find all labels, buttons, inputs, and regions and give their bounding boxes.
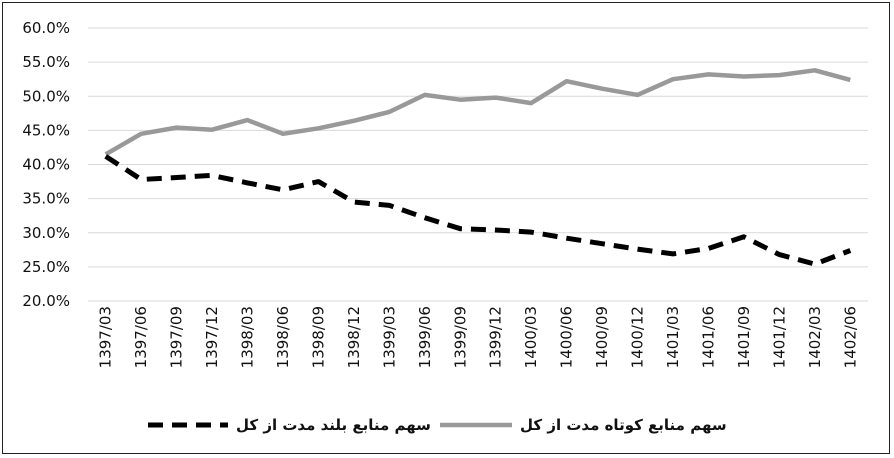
series-line-long-term	[104, 154, 852, 267]
x-tick-label: 1400/06	[558, 306, 576, 368]
legend-label-long-term: سهم منابع بلند مدت از کل	[236, 416, 431, 434]
x-tick-label: 1399/12	[487, 306, 505, 368]
x-tick-label: 1398/03	[239, 306, 257, 368]
gridlines	[88, 27, 868, 302]
x-tick-label: 1401/09	[735, 306, 753, 368]
x-tick-label: 1399/06	[416, 306, 434, 368]
y-tick-label: 50.0%	[22, 87, 70, 105]
x-axis-tick-labels: 1397/03 1397/06 1397/09 1397/12 1398/03 1398/…	[97, 306, 860, 368]
y-tick-label: 20.0%	[22, 292, 70, 310]
x-tick-label: 1398/09	[309, 306, 327, 368]
x-tick-label: 1397/12	[203, 306, 221, 368]
y-tick-label: 45.0%	[22, 121, 70, 139]
x-tick-label: 1401/06	[699, 306, 717, 368]
y-tick-label: 55.0%	[22, 53, 70, 71]
y-axis-tick-labels: 20.0% 25.0% 30.0% 35.0% 40.0% 45.0% 50.0% 55.0%…	[22, 19, 70, 310]
y-tick-label: 30.0%	[22, 224, 70, 242]
x-tick-label: 1398/06	[274, 306, 292, 368]
y-tick-label: 40.0%	[22, 156, 70, 174]
y-tick-label: 35.0%	[22, 190, 70, 208]
x-tick-label: 1400/12	[629, 306, 647, 368]
x-tick-label: 1397/06	[132, 306, 150, 368]
x-tick-label: 1400/09	[593, 306, 611, 368]
series-line-short-term	[104, 68, 851, 157]
legend: سهم منابع بلند مدت از کل سهم منابع کوتاه…	[148, 416, 727, 434]
x-tick-label: 1397/03	[97, 306, 115, 368]
x-tick-label: 1401/03	[664, 306, 682, 368]
x-tick-label: 1399/09	[451, 306, 469, 368]
legend-label-short-term: سهم منابع کوتاه مدت از کل	[520, 416, 727, 434]
x-tick-label: 1397/09	[168, 306, 186, 368]
y-tick-label: 60.0%	[22, 19, 70, 37]
x-tick-label: 1399/03	[380, 306, 398, 368]
x-tick-label: 1398/12	[345, 306, 363, 368]
x-tick-label: 1402/06	[841, 306, 859, 368]
x-tick-label: 1402/03	[806, 306, 824, 368]
x-tick-label: 1400/03	[522, 306, 540, 368]
series-lines	[104, 68, 852, 267]
x-tick-label: 1401/12	[770, 306, 788, 368]
y-tick-label: 25.0%	[22, 258, 70, 276]
